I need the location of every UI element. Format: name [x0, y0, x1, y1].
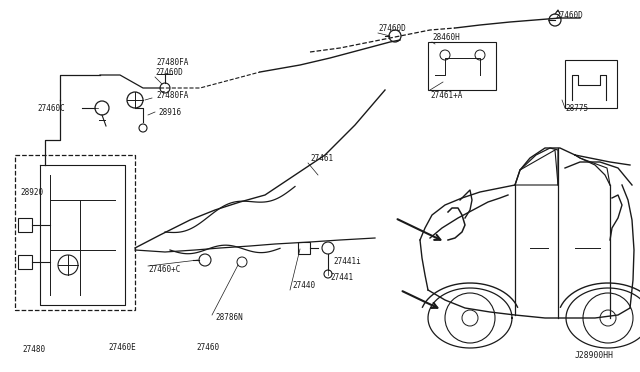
- Bar: [15, 155, 135, 310]
- Text: 28920: 28920: [20, 187, 43, 196]
- Text: 27460: 27460: [196, 343, 219, 353]
- Text: 27480FA: 27480FA: [156, 58, 188, 67]
- Text: 27460D: 27460D: [155, 67, 183, 77]
- Text: 28460H: 28460H: [432, 32, 460, 42]
- Text: 27460D: 27460D: [378, 23, 406, 32]
- Text: 27460C: 27460C: [37, 103, 65, 112]
- Text: 28775: 28775: [565, 103, 588, 112]
- Text: 27440: 27440: [292, 280, 315, 289]
- Text: 27480FA: 27480FA: [156, 90, 188, 99]
- Bar: [18, 255, 32, 269]
- Bar: [18, 218, 32, 232]
- Text: 27441i: 27441i: [333, 257, 361, 266]
- Text: J28900HH: J28900HH: [575, 350, 614, 359]
- Text: 27461: 27461: [310, 154, 333, 163]
- Text: 27460D: 27460D: [555, 10, 583, 19]
- Text: 27480: 27480: [22, 346, 45, 355]
- Bar: [298, 242, 310, 254]
- Bar: [565, 60, 617, 108]
- Text: 27460+C: 27460+C: [148, 266, 180, 275]
- Text: 27461+A: 27461+A: [430, 90, 462, 99]
- Text: 27460E: 27460E: [108, 343, 136, 353]
- Text: 28786N: 28786N: [215, 314, 243, 323]
- Bar: [428, 42, 496, 90]
- Text: 28916: 28916: [158, 108, 181, 116]
- Text: 27441: 27441: [330, 273, 353, 282]
